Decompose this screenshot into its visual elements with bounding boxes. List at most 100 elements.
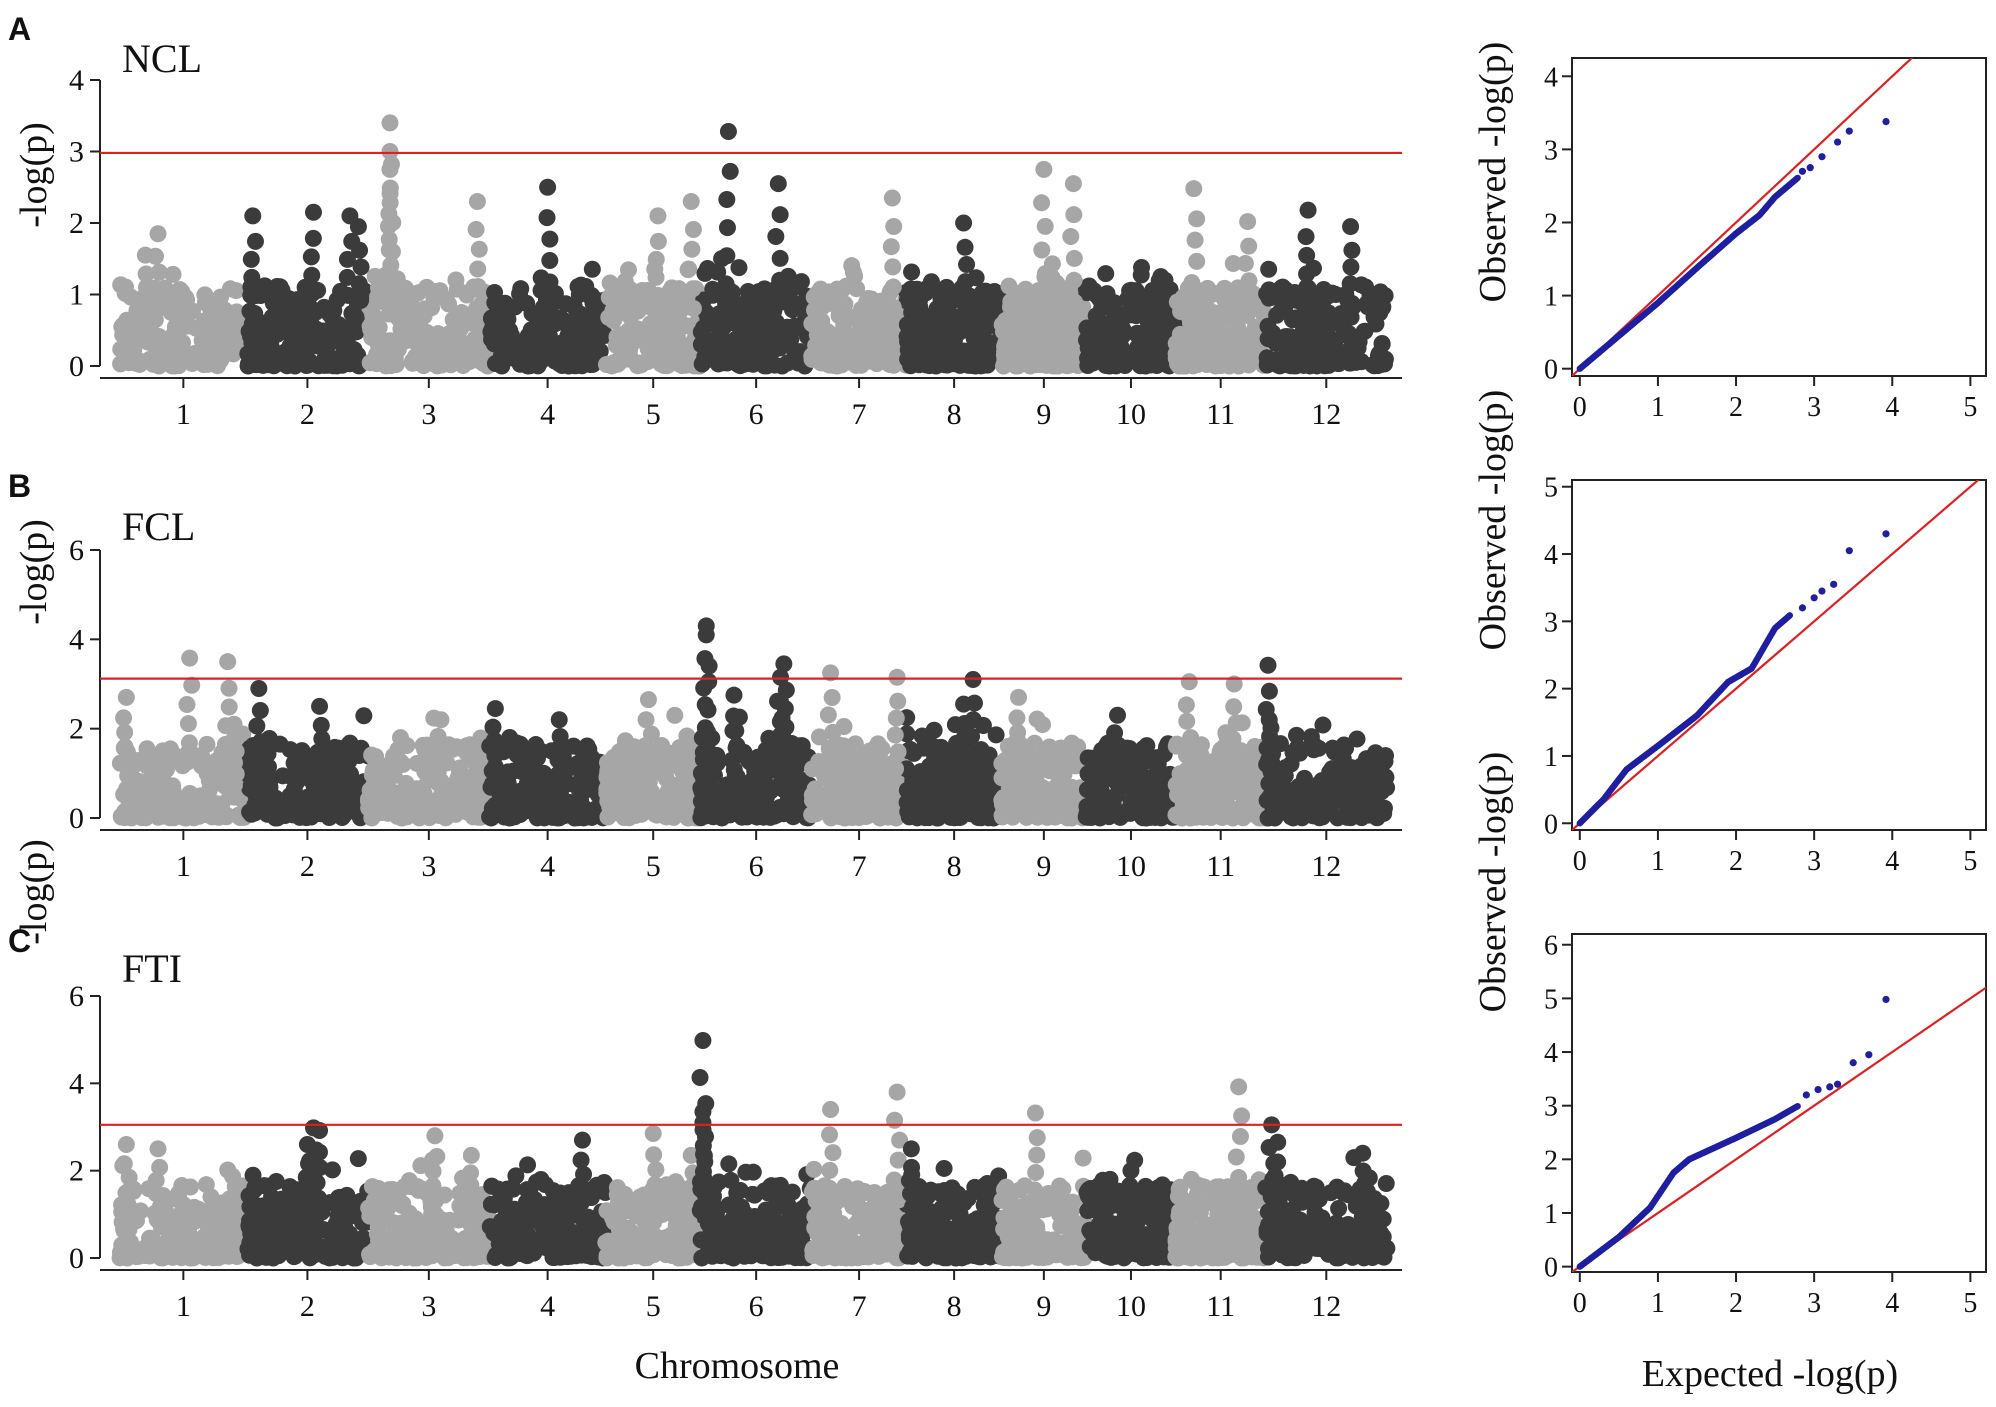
- snp-point: [138, 740, 156, 758]
- snp-point: [683, 240, 701, 258]
- snp-point: [620, 322, 638, 340]
- snp-point: [349, 1150, 367, 1168]
- peak-point: [136, 246, 154, 264]
- snp-point: [312, 716, 330, 734]
- snp-point: [489, 294, 507, 312]
- snp-point: [116, 738, 134, 756]
- snp-point: [641, 753, 659, 771]
- snp-point: [140, 788, 158, 806]
- snp-point: [137, 265, 155, 283]
- snp-point: [272, 316, 290, 334]
- snp-point: [1342, 308, 1360, 326]
- y-tick-label: 4: [69, 1067, 84, 1100]
- snp-point: [717, 275, 735, 293]
- snp-point: [1238, 306, 1256, 324]
- snp-point: [1066, 293, 1084, 311]
- snp-point: [246, 304, 264, 322]
- snp-point: [786, 317, 804, 335]
- snp-point: [700, 657, 718, 675]
- snp-point: [836, 809, 854, 827]
- peak-point: [149, 225, 167, 243]
- y-tick-label: 0: [69, 802, 84, 835]
- snp-point: [119, 767, 137, 785]
- snp-point: [968, 292, 986, 310]
- snp-point: [1240, 272, 1258, 290]
- snp-point: [566, 325, 584, 343]
- chromosome-label: 5: [646, 398, 661, 431]
- snp-point: [813, 297, 831, 315]
- snp-point: [339, 340, 357, 358]
- chromosome-label: 2: [300, 1290, 315, 1323]
- snp-point: [1356, 322, 1374, 340]
- snp-point: [117, 752, 135, 770]
- snp-point: [881, 340, 899, 358]
- snp-point: [1225, 698, 1243, 716]
- snp-point: [181, 1178, 199, 1196]
- snp-point: [196, 1228, 214, 1246]
- chromosome-label: 2: [300, 398, 315, 431]
- snp-point: [718, 247, 736, 265]
- chromosome-3-points: [359, 709, 498, 827]
- snp-point: [779, 354, 797, 372]
- snp-point: [1023, 802, 1041, 820]
- panel-letter-c: C: [8, 923, 31, 959]
- chromosome-8-points: [898, 709, 1010, 827]
- snp-point: [885, 218, 903, 236]
- peak-point: [883, 189, 901, 207]
- snp-point: [551, 727, 569, 745]
- snp-point: [180, 734, 198, 752]
- snp-point: [608, 355, 626, 373]
- peak-point: [225, 715, 243, 733]
- snp-point: [670, 280, 688, 298]
- snp-point: [1314, 716, 1332, 734]
- snp-point: [1225, 746, 1243, 764]
- snp-point: [1343, 241, 1361, 259]
- snp-point: [1149, 318, 1167, 336]
- snp-point: [694, 794, 712, 812]
- snp-point: [470, 240, 488, 258]
- snp-point: [640, 329, 658, 347]
- snp-point: [1079, 339, 1097, 357]
- snp-point: [1221, 784, 1239, 802]
- y-tick-label: 1: [69, 279, 84, 312]
- snp-point: [527, 749, 545, 767]
- chromosome-6-points: [692, 250, 820, 375]
- snp-point: [673, 784, 691, 802]
- snp-point: [467, 221, 485, 239]
- snp-point: [903, 263, 921, 281]
- snp-point: [1241, 289, 1259, 307]
- snp-point: [572, 339, 590, 357]
- snp-point: [187, 352, 205, 370]
- snp-point: [741, 753, 759, 771]
- snp-point: [956, 238, 974, 256]
- snp-point: [282, 298, 300, 316]
- snp-point: [144, 355, 162, 373]
- snp-point: [1297, 284, 1315, 302]
- snp-point: [750, 352, 768, 370]
- snp-point: [1097, 315, 1115, 333]
- snp-point: [246, 232, 264, 250]
- snp-point: [258, 778, 276, 796]
- snp-point: [783, 301, 801, 319]
- peak-point: [219, 653, 237, 671]
- snp-point: [851, 788, 869, 806]
- chromosome-11-points: [1167, 255, 1274, 375]
- snp-point: [216, 327, 234, 345]
- peak-point: [697, 626, 715, 644]
- chromosome-label: 9: [1036, 850, 1051, 883]
- snp-point: [1050, 744, 1068, 762]
- snp-point: [671, 294, 689, 312]
- snp-point: [884, 258, 902, 276]
- snp-point: [464, 767, 482, 785]
- snp-point: [1339, 291, 1357, 309]
- snp-point: [252, 733, 270, 751]
- peak-point: [432, 711, 450, 729]
- snp-point: [494, 343, 512, 361]
- snp-point: [303, 266, 321, 284]
- snp-point: [699, 260, 717, 278]
- y-tick-label: 0: [69, 350, 84, 383]
- trait-title-fcl: FCL: [122, 504, 195, 549]
- snp-point: [1177, 357, 1195, 375]
- snp-point: [277, 1192, 295, 1210]
